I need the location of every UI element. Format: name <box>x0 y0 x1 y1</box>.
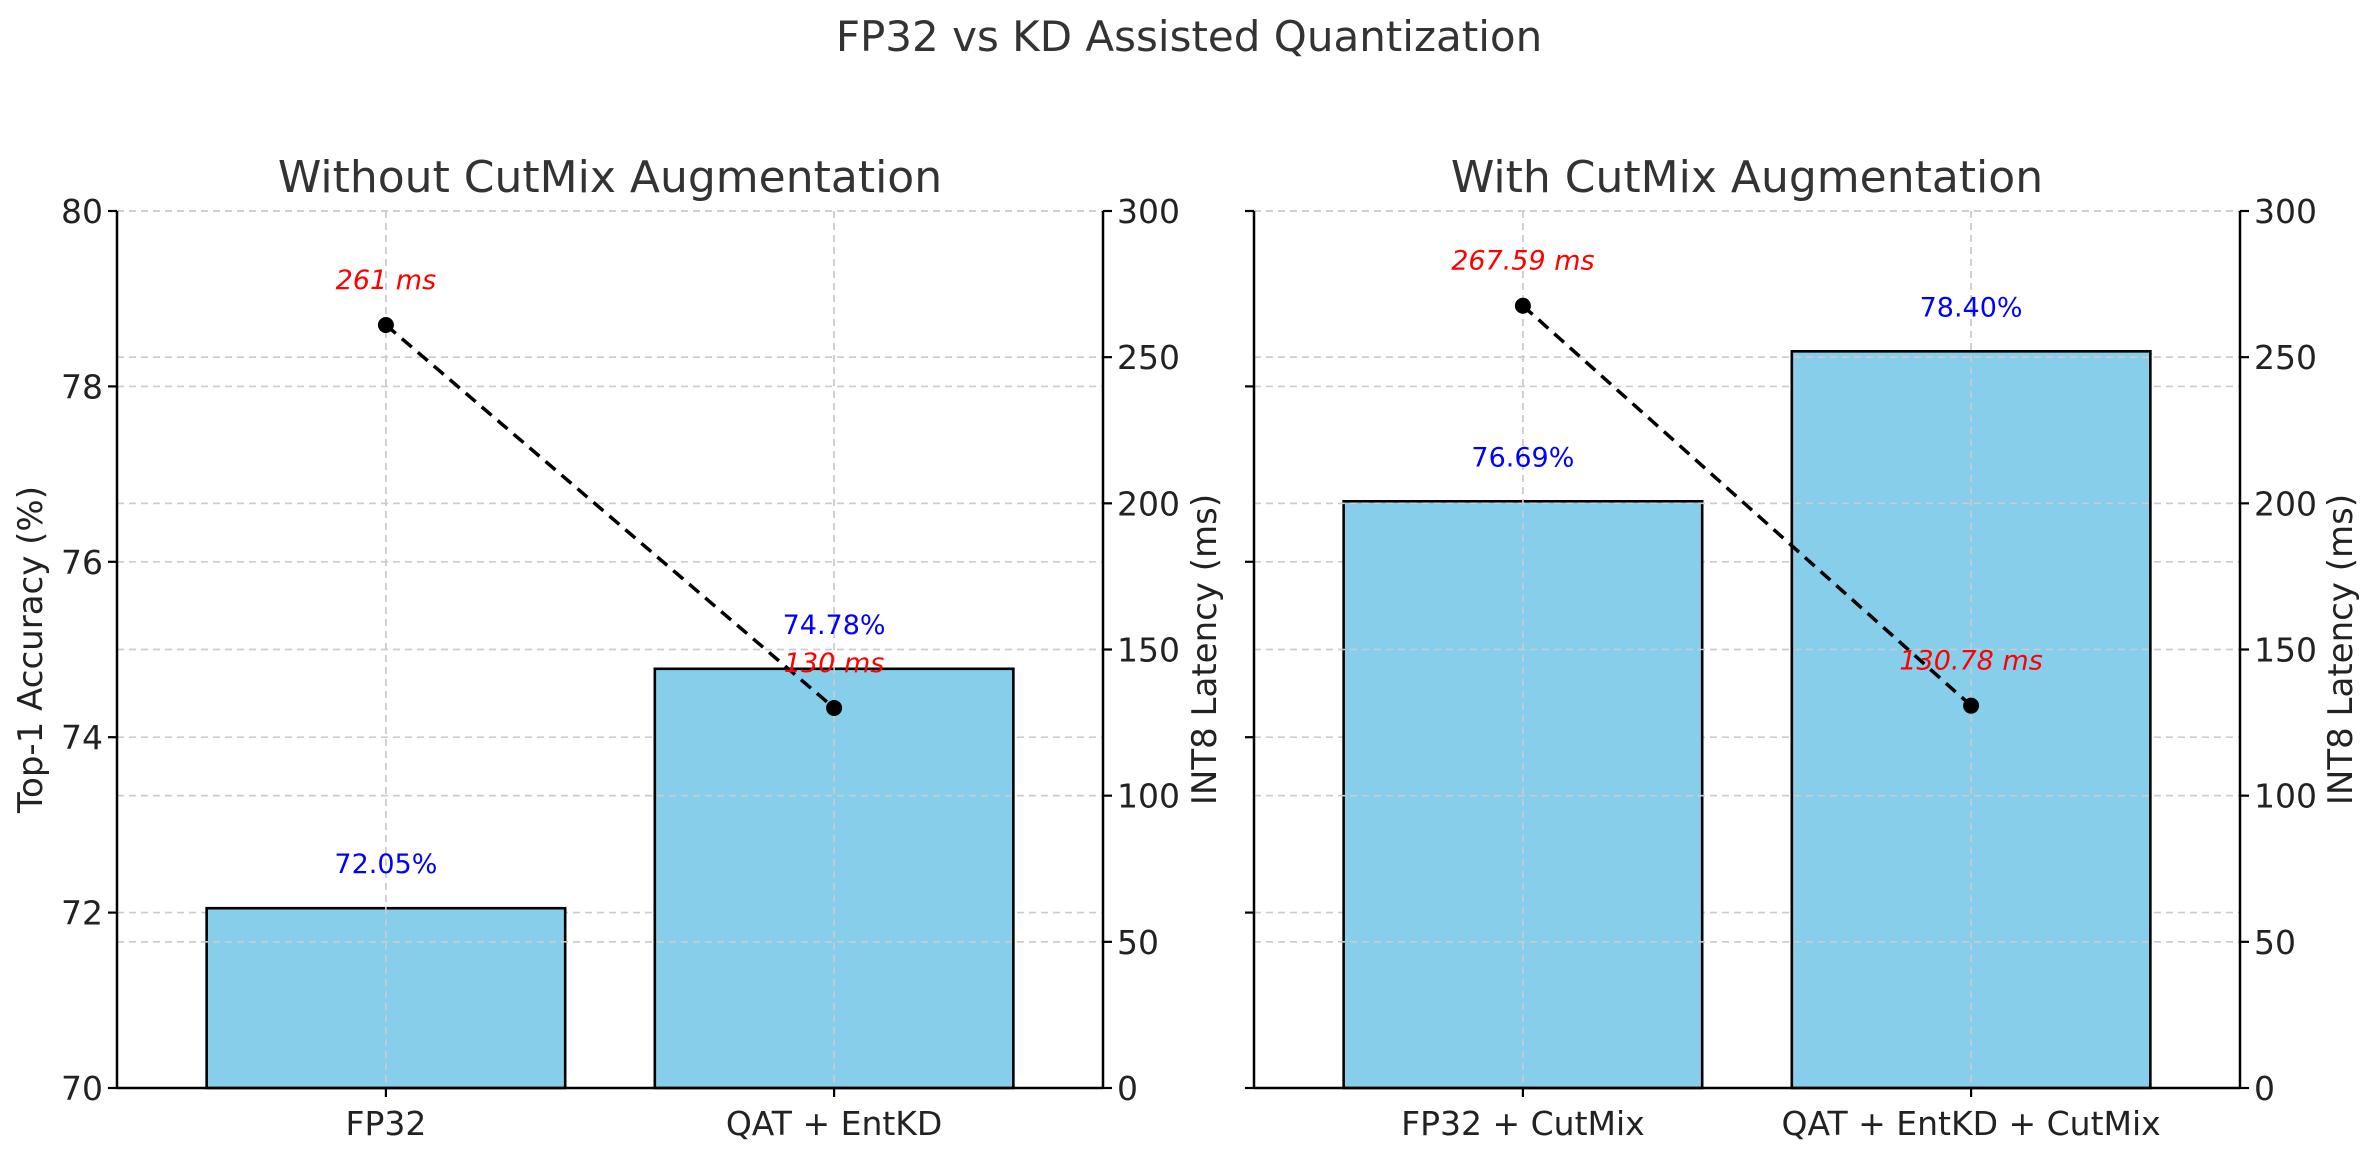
y-tick-label-right: 100 <box>1117 777 1180 816</box>
y-tick-label-right: 50 <box>2254 923 2296 962</box>
accuracy-data-label: 76.69% <box>1471 442 1574 473</box>
accuracy-data-label: 74.78% <box>783 610 886 641</box>
y-tick-label-left: 74 <box>61 718 103 757</box>
y-tick-label-right: 0 <box>1117 1069 1138 1108</box>
accuracy-data-label: 78.40% <box>1920 292 2023 323</box>
x-tick-label: QAT + EntKD + CutMix <box>1781 1104 2160 1143</box>
panel-title: Without CutMix Augmentation <box>278 152 942 203</box>
y-tick-label-left: 76 <box>61 543 103 582</box>
latency-point-0 <box>377 317 394 334</box>
y-tick-label-right: 200 <box>1117 484 1180 523</box>
latency-point-0 <box>1514 297 1531 314</box>
y-tick-label-right: 50 <box>1117 923 1159 962</box>
y-axis-label-right: INT8 Latency (ms) <box>1185 494 1225 805</box>
y-tick-label-left: 80 <box>61 192 103 231</box>
y-axis-label-right: INT8 Latency (ms) <box>2321 494 2361 805</box>
chart-panel-with-cutmix: 76.69% 78.40% 267.59 ms 130.78 ms 0 50 100 150 2… <box>1245 152 2361 1143</box>
x-tick-label: FP32 + CutMix <box>1401 1104 1645 1143</box>
x-tick-label: QAT + EntKD <box>726 1104 943 1143</box>
latency-data-label: 261 ms <box>336 265 437 296</box>
y-tick-label-right: 100 <box>2254 777 2317 816</box>
y-axis-label-left: Top-1 Accuracy (%) <box>11 486 51 814</box>
y-tick-label-right: 300 <box>1117 192 1180 231</box>
latency-data-label: 267.59 ms <box>1451 246 1594 277</box>
y-tick-label-right: 200 <box>2254 484 2317 523</box>
y-tick-label-left: 70 <box>61 1069 103 1108</box>
latency-data-label: 130 ms <box>784 648 885 679</box>
y-tick-label-right: 250 <box>2254 338 2317 377</box>
y-tick-label-right: 150 <box>1117 631 1180 670</box>
panel-title: With CutMix Augmentation <box>1451 152 2043 203</box>
latency-line <box>384 323 836 710</box>
accuracy-data-label: 72.05% <box>334 849 437 880</box>
figure-title: FP32 vs KD Assisted Quantization <box>836 12 1542 61</box>
x-tick-label: FP32 <box>345 1104 426 1143</box>
y-tick-label-right: 150 <box>2254 631 2317 670</box>
y-tick-label-left: 72 <box>61 894 103 933</box>
latency-point-1 <box>826 699 843 716</box>
latency-point-1 <box>1963 697 1980 714</box>
y-tick-label-right: 0 <box>2254 1069 2275 1108</box>
y-tick-label-right: 250 <box>1117 338 1180 377</box>
y-tick-label-left: 78 <box>61 367 103 406</box>
latency-data-label: 130.78 ms <box>1899 646 2042 677</box>
chart-panel-without-cutmix: 72.05% 74.78% 261 ms 130 ms 70 72 74 76 78 80 0 50 1… <box>11 152 1225 1143</box>
y-tick-label-right: 300 <box>2254 192 2317 231</box>
latency-line <box>1521 304 1973 707</box>
